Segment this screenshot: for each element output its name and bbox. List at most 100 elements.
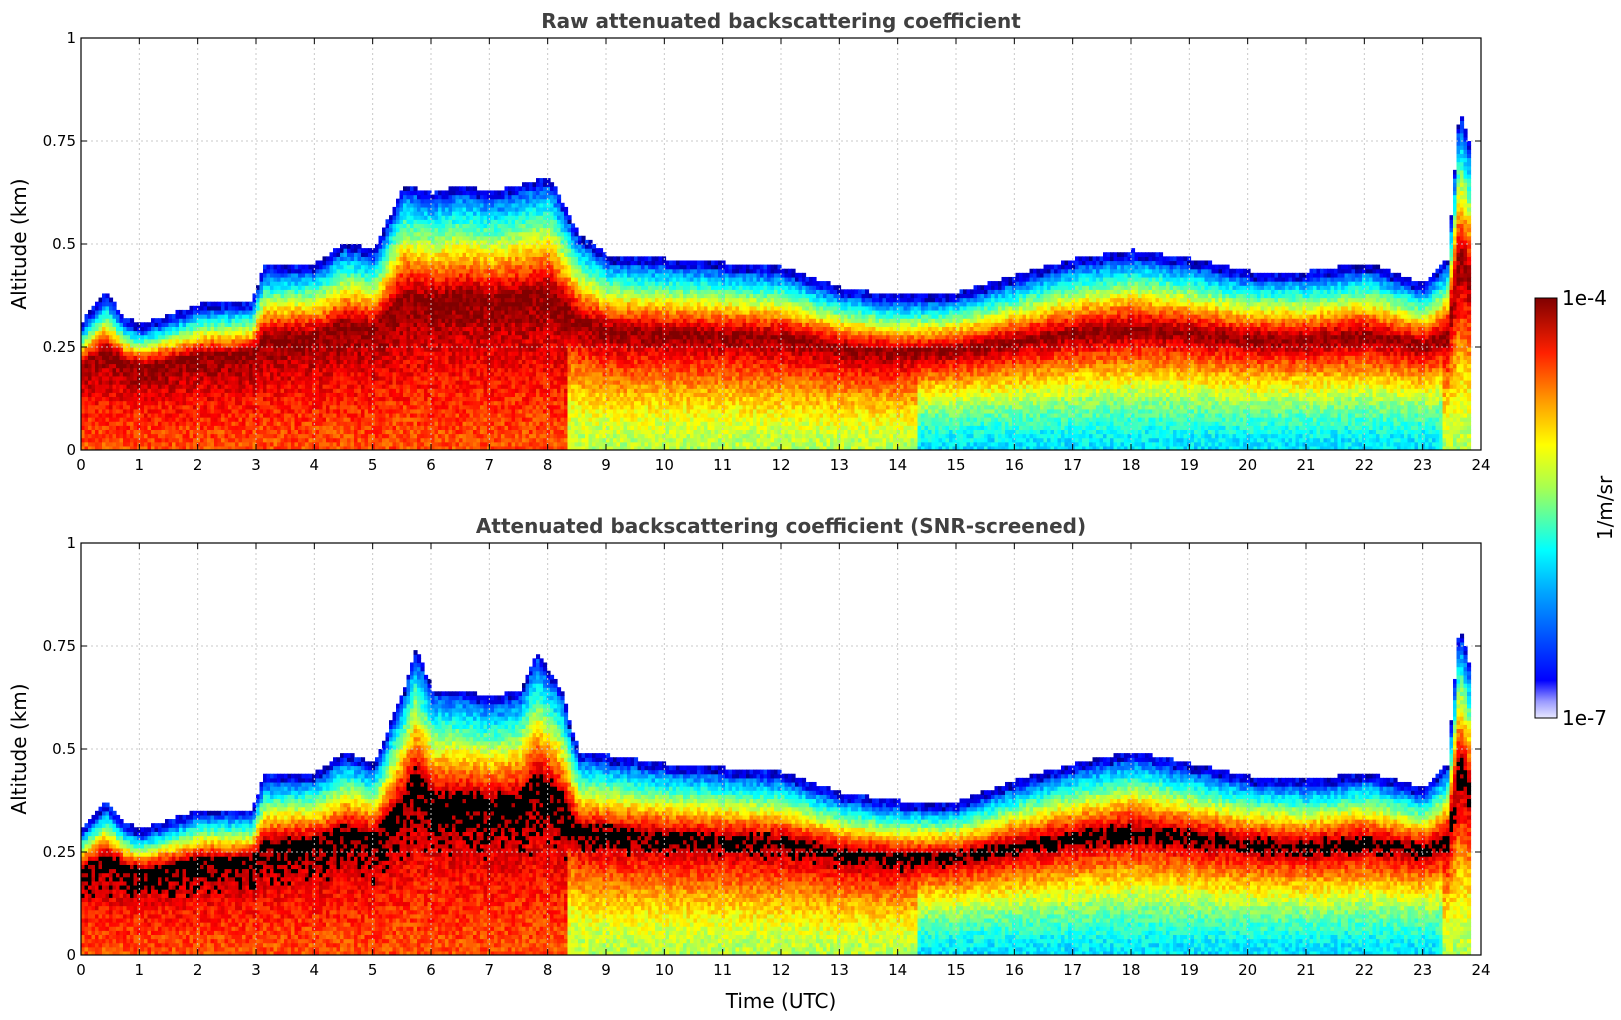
heatmap-cell <box>84 388 89 393</box>
heatmap-cell <box>284 289 289 295</box>
heatmap-cell <box>410 371 415 377</box>
heatmap-cell <box>224 396 229 402</box>
heatmap-cell <box>434 231 439 237</box>
heatmap-cell <box>140 375 145 381</box>
heatmap-cell <box>340 367 345 373</box>
heatmap-cell <box>130 408 135 414</box>
heatmap-cell <box>399 223 404 229</box>
heatmap-cell <box>161 445 166 450</box>
heatmap-cell <box>301 309 306 315</box>
heatmap-cell <box>389 404 394 410</box>
heatmap-cell <box>81 404 86 410</box>
heatmap-cell <box>350 314 355 319</box>
heatmap-cell <box>455 351 460 356</box>
heatmap-cell <box>420 363 425 369</box>
heatmap-cell <box>308 326 313 332</box>
heatmap-cell <box>165 330 170 336</box>
heatmap-cell <box>413 202 418 208</box>
heatmap-cell <box>301 379 306 385</box>
heatmap-cell <box>189 392 194 398</box>
heatmap-cell <box>98 334 103 340</box>
heatmap-cell <box>189 322 194 327</box>
heatmap-cell <box>347 309 352 315</box>
heatmap-cell <box>112 318 117 323</box>
heatmap-cell <box>291 334 296 340</box>
heatmap-cell <box>249 367 254 373</box>
heatmap-cell <box>259 384 264 389</box>
heatmap-cell <box>368 355 373 360</box>
heatmap-cell <box>277 285 282 290</box>
heatmap-cell <box>287 338 292 344</box>
heatmap-cell <box>319 429 324 435</box>
heatmap-cell <box>378 239 383 245</box>
heatmap-cell <box>273 379 278 385</box>
heatmap-cell <box>277 309 282 315</box>
heatmap-cell <box>364 392 369 398</box>
heatmap-cell <box>336 355 341 360</box>
heatmap-cell <box>364 388 369 393</box>
heatmap-cell <box>329 347 334 352</box>
heatmap-cell <box>431 223 436 229</box>
heatmap-cell <box>168 441 173 447</box>
heatmap-cell <box>431 231 436 237</box>
heatmap-cell <box>375 379 380 385</box>
heatmap-cell <box>175 400 180 406</box>
heatmap-cell <box>333 355 338 360</box>
heatmap-cell <box>231 363 236 369</box>
heatmap-cell <box>172 384 177 389</box>
heatmap-cell <box>298 379 303 385</box>
heatmap-cell <box>431 256 436 262</box>
heatmap-cell <box>291 289 296 295</box>
heatmap-cell <box>263 404 268 410</box>
heatmap-cell <box>441 379 446 385</box>
heatmap-cell <box>252 379 257 385</box>
heatmap-cell <box>396 379 401 385</box>
heatmap-cell <box>375 384 380 389</box>
heatmap-cell <box>326 404 331 410</box>
heatmap-cell <box>431 392 436 398</box>
heatmap-cell <box>420 256 425 262</box>
heatmap-cell <box>259 293 264 299</box>
heatmap-cell <box>357 384 362 389</box>
heatmap-cell <box>434 375 439 381</box>
heatmap-cell <box>326 425 331 430</box>
heatmap-cell <box>301 392 306 398</box>
heatmap-cell <box>371 388 376 393</box>
heatmap-cell <box>322 355 327 360</box>
heatmap-cell <box>389 359 394 365</box>
heatmap-cell <box>280 384 285 389</box>
heatmap-cell <box>385 388 390 393</box>
heatmap-cell <box>228 351 233 356</box>
heatmap-cell <box>294 433 299 439</box>
heatmap-cell <box>455 231 460 237</box>
heatmap-cell <box>326 392 331 398</box>
heatmap-cell <box>354 252 359 257</box>
heatmap-cell <box>235 429 240 435</box>
heatmap-cell <box>207 363 212 369</box>
heatmap-cell <box>336 256 341 262</box>
heatmap-cell <box>431 338 436 344</box>
heatmap-cell <box>319 388 324 393</box>
heatmap-cell <box>396 367 401 373</box>
heatmap-cell <box>406 239 411 245</box>
heatmap-cell <box>410 334 415 340</box>
heatmap-cell <box>455 326 460 332</box>
heatmap-cell <box>399 351 404 356</box>
heatmap-cell <box>102 375 107 381</box>
heatmap-cell <box>410 194 415 200</box>
heatmap-cell <box>224 301 229 307</box>
heatmap-cell <box>116 326 121 332</box>
heatmap-cell <box>382 330 387 336</box>
heatmap-cell <box>347 371 352 377</box>
heatmap-cell <box>441 400 446 406</box>
heatmap-cell <box>469 342 474 348</box>
heatmap-cell <box>385 445 390 450</box>
heatmap-cell <box>357 256 362 262</box>
heatmap-cell <box>109 421 114 426</box>
heatmap-cell <box>224 375 229 381</box>
heatmap-cell <box>210 379 215 385</box>
heatmap-cell <box>221 396 226 402</box>
heatmap-cell <box>469 318 474 323</box>
heatmap-cell <box>133 417 138 422</box>
heatmap-cell <box>315 388 320 393</box>
